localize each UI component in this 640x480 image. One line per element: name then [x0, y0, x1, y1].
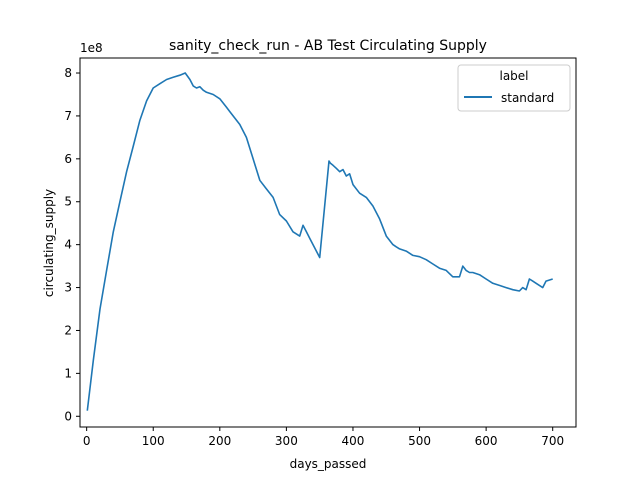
x-axis-label: days_passed — [290, 457, 367, 471]
x-tick-label: 500 — [408, 434, 431, 448]
legend: label standard — [457, 64, 571, 112]
y-axis-label: circulating_supply — [42, 189, 56, 297]
plot-frame — [79, 57, 577, 428]
x-tick-label: 600 — [475, 434, 498, 448]
y-tick-label: 3 — [64, 281, 72, 295]
y-tick-label: 2 — [64, 323, 72, 337]
x-tick-label: 100 — [142, 434, 165, 448]
legend-title: label — [499, 69, 528, 83]
legend-entry-standard: standard — [501, 91, 554, 105]
x-tick-label: 700 — [541, 434, 564, 448]
y-tick-label: 8 — [64, 66, 72, 80]
x-tick-label: 300 — [275, 434, 298, 448]
x-tick-label: 200 — [208, 434, 231, 448]
legend-box — [457, 64, 571, 112]
y-tick-label: 1 — [64, 366, 72, 380]
series-line-standard — [86, 72, 553, 411]
x-tick-label: 400 — [342, 434, 365, 448]
y-tick-label: 6 — [64, 152, 72, 166]
x-tick-label: 0 — [83, 434, 91, 448]
y-tick-label: 5 — [64, 195, 72, 209]
y-tick-label: 7 — [64, 109, 72, 123]
chart-title: sanity_check_run - AB Test Circulating S… — [169, 38, 487, 54]
y-offset-text: 1e8 — [80, 41, 103, 55]
y-tick-label: 4 — [64, 238, 72, 252]
y-tick-label: 0 — [64, 409, 72, 423]
